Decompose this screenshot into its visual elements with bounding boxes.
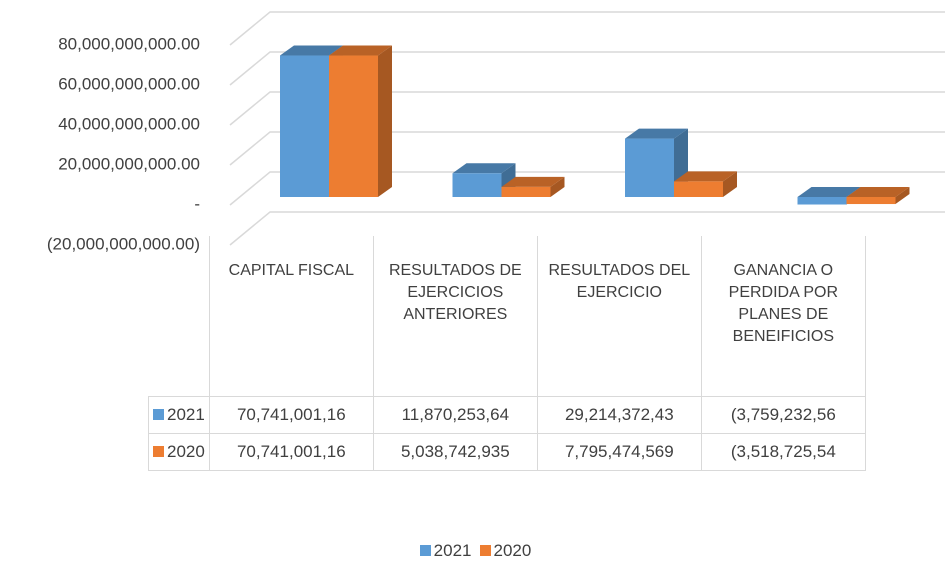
bar-front (501, 186, 551, 197)
bar-side (550, 176, 565, 197)
value-cell: (3,518,725,54 (700, 432, 866, 471)
category-label: RESULTADOS DE EJERCICIOS ANTERIORES (372, 236, 538, 397)
value-cell: 70,741,001,16 (208, 395, 374, 434)
legend-label: 2020 (493, 541, 532, 560)
bar-top (797, 187, 861, 197)
bar-side (378, 45, 392, 197)
table-row: 2021 70,741,001,16 11,870,253,64 29,214,372… (148, 395, 866, 434)
bar (501, 176, 565, 197)
bar-side (895, 187, 910, 205)
y-tick-label: 60,000,000,000.00 (58, 74, 200, 93)
y-tick-label: 80,000,000,000.00 (58, 34, 200, 53)
table-row: 2020 70,741,001,16 5,038,742,935 7,795,474,… (148, 432, 866, 471)
row-header: 2021 (148, 395, 210, 434)
y-tick-label: 40,000,000,000.00 (58, 114, 200, 133)
grid-line (229, 91, 945, 126)
bar-front (625, 138, 674, 197)
bar-front (280, 55, 329, 197)
legend-label: 2021 (433, 541, 472, 560)
value-cell: 29,214,372,43 (536, 395, 702, 434)
value-cell: (3,759,232,56 (700, 395, 866, 434)
bar (674, 171, 737, 197)
bar-top (625, 128, 688, 139)
legend: 2021 2020 (0, 541, 951, 561)
bar-front (329, 55, 378, 197)
legend-swatch (153, 408, 164, 420)
legend-item: 2021 (419, 541, 472, 560)
bar-front (797, 197, 847, 205)
bar-front (846, 197, 896, 205)
grid-line (229, 11, 945, 46)
legend-swatch (153, 445, 164, 457)
table-corner (148, 236, 210, 396)
category-label: GANANCIA O PERDIDA POR PLANES DE BENEIFI… (700, 236, 866, 397)
grid-line (229, 51, 945, 86)
table-header-row: CAPITAL FISCAL RESULTADOS DE EJERCICIOS A… (148, 236, 866, 397)
bar-top (280, 45, 343, 56)
y-tick-label: 20,000,000,000.00 (58, 154, 200, 173)
bar-top (329, 45, 392, 56)
value-cell: 70,741,001,16 (208, 432, 374, 471)
value-cell: 7,795,474,569 (536, 432, 702, 471)
category-label: CAPITAL FISCAL (208, 236, 374, 397)
bar-side (723, 171, 737, 197)
value-cell: 11,870,253,64 (372, 395, 538, 434)
bar-top (846, 187, 910, 197)
bar-front (674, 181, 723, 197)
bar-top (501, 176, 565, 187)
bar (329, 45, 392, 197)
grid-line (229, 131, 945, 166)
y-tick-label: - (194, 194, 200, 213)
bar-front (452, 173, 502, 197)
data-table: CAPITAL FISCAL RESULTADOS DE EJERCICIOS A… (148, 236, 866, 471)
legend-item: 2020 (479, 541, 532, 560)
bar-top (674, 171, 737, 182)
series-name: 2021 (167, 404, 205, 424)
value-cell: 5,038,742,935 (372, 432, 538, 471)
bar (846, 187, 910, 205)
legend-swatch (419, 545, 431, 556)
row-header: 2020 (148, 432, 210, 471)
legend-swatch (479, 545, 491, 556)
category-label: RESULTADOS DEL EJERCICIO (536, 236, 702, 397)
grid-line (229, 211, 945, 246)
bar-top (452, 163, 516, 174)
series-name: 2020 (167, 441, 205, 461)
